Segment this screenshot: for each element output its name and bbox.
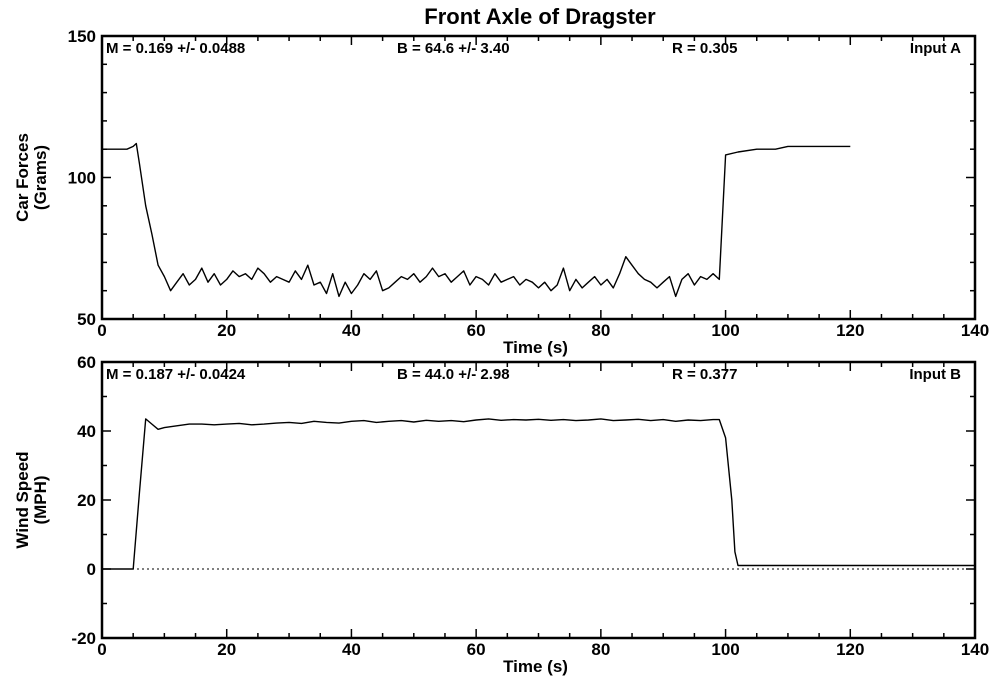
x-tick-label: 140: [961, 321, 989, 340]
series-line-car-forces: [102, 142, 851, 298]
plot-frame: [100, 34, 977, 321]
x-tick-label: 80: [591, 640, 610, 659]
stat-correlation: R = 0.377: [672, 366, 737, 383]
y-tick-label: 150: [68, 27, 96, 46]
x-tick-label: 40: [342, 321, 361, 340]
x-tick-label: 0: [97, 640, 106, 659]
y-tick-label: 0: [87, 560, 96, 579]
chart-title: Front Axle of Dragster: [424, 4, 656, 29]
y-tick-label: 50: [77, 310, 96, 329]
y-axis-title: Car Forces(Grams): [13, 133, 50, 222]
y-tick-label: 40: [77, 422, 96, 441]
y-axis-title: Wind Speed(MPH): [13, 451, 50, 548]
x-tick-label: 20: [217, 640, 236, 659]
x-tick-label: 60: [467, 640, 486, 659]
y-tick-label: 100: [68, 169, 96, 188]
x-tick-label: 100: [711, 321, 739, 340]
x-tick-label: 60: [467, 321, 486, 340]
y-axis-title-line-2: (Grams): [31, 145, 50, 210]
panel-car-forces: 0 20 40 60 80 100 120 140 50 100 150 Time (s) Car Fo…: [13, 27, 989, 357]
series-line-wind-speed: [102, 418, 975, 570]
input-label: Input B: [909, 366, 961, 383]
x-axis-title: Time (s): [503, 338, 568, 357]
stat-correlation: R = 0.305: [672, 40, 737, 57]
y-axis-title-line-1: Wind Speed: [13, 451, 32, 548]
y-tick-label: -20: [71, 629, 96, 648]
x-tick-label: 20: [217, 321, 236, 340]
x-tick-label: 140: [961, 640, 989, 659]
input-label: Input A: [910, 40, 961, 57]
x-axis-title: Time (s): [503, 657, 568, 676]
plot-frame: [100, 360, 977, 640]
stat-intercept: B = 44.0 +/- 2.98: [397, 366, 510, 383]
x-tick-label: 40: [342, 640, 361, 659]
y-axis-title-line-2: (MPH): [31, 475, 50, 524]
stat-slope: M = 0.169 +/- 0.0488: [106, 40, 245, 57]
y-tick-label: 20: [77, 491, 96, 510]
stat-intercept: B = 64.6 +/- 3.40: [397, 40, 510, 57]
y-tick-label: 60: [77, 353, 96, 372]
x-tick-label: 100: [711, 640, 739, 659]
x-tick-label: 80: [591, 321, 610, 340]
x-tick-label: 120: [836, 640, 864, 659]
x-tick-label: 120: [836, 321, 864, 340]
y-axis-title-line-1: Car Forces: [13, 133, 32, 222]
x-tick-label: 0: [97, 321, 106, 340]
stat-slope: M = 0.187 +/- 0.0424: [106, 366, 246, 383]
